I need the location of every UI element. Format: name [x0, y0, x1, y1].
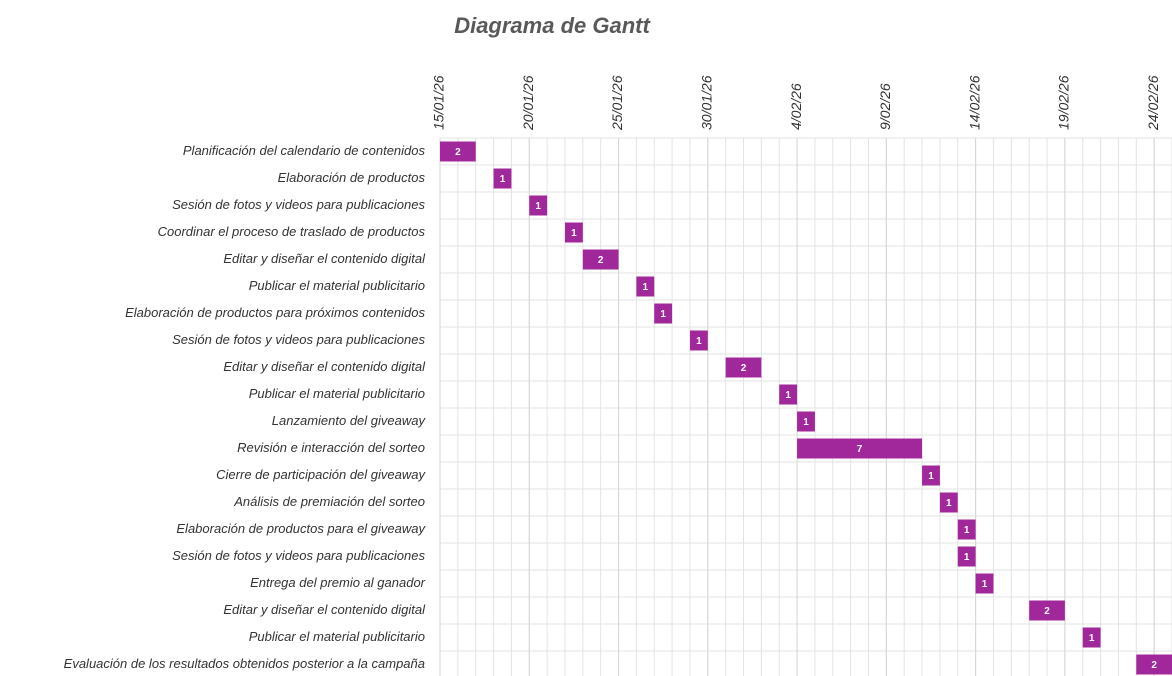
task-label: Elaboración de productos para próximos c…	[125, 305, 425, 320]
minor-grid	[439, 137, 1172, 676]
chart-title: Diagrama de Gantt	[454, 13, 651, 38]
task-bar	[725, 357, 762, 378]
task-label: Planificación del calendario de contenid…	[183, 143, 426, 158]
task-label: Lanzamiento del giveaway	[272, 413, 427, 428]
task-label: Evaluación de los resultados obtenidos p…	[64, 656, 425, 671]
bar-label: 1	[1089, 633, 1095, 644]
bar-label: 1	[500, 174, 506, 185]
bar-label: 1	[803, 417, 809, 428]
bar-label: 1	[785, 390, 791, 401]
bar-label: 2	[455, 147, 461, 158]
bar-label: 2	[741, 363, 747, 374]
task-bar	[1136, 654, 1172, 675]
task-label: Publicar el material publicitario	[249, 278, 425, 293]
task-label: Sesión de fotos y videos para publicacio…	[172, 548, 425, 563]
task-label: Elaboración de productos	[278, 170, 426, 185]
x-tick-label: 14/02/26	[966, 75, 982, 130]
x-tick-label: 24/02/26	[1145, 75, 1161, 131]
bar-label: 1	[535, 201, 541, 212]
bar-label: 1	[660, 309, 666, 320]
bar-label: 1	[643, 282, 649, 293]
task-bar	[529, 195, 548, 216]
bar-label: 1	[696, 336, 702, 347]
task-bar	[1082, 627, 1101, 648]
task-label: Sesión de fotos y videos para publicacio…	[172, 332, 425, 347]
task-bar	[939, 492, 958, 513]
task-bar	[957, 546, 976, 567]
bar-label: 1	[571, 228, 577, 239]
bar-label: 1	[946, 498, 952, 509]
task-bar	[922, 465, 940, 486]
task-bar	[564, 222, 583, 243]
task-bar	[957, 519, 976, 540]
task-bar	[797, 438, 923, 459]
bar-label: 2	[1151, 660, 1157, 671]
task-label: Elaboración de productos para el giveawa…	[176, 521, 426, 536]
task-bar	[654, 303, 673, 324]
task-bar	[493, 168, 512, 189]
x-tick-label: 4/02/26	[788, 83, 804, 130]
x-tick-label: 19/02/26	[1056, 75, 1072, 130]
task-label: Sesión de fotos y videos para publicacio…	[172, 197, 425, 212]
bar-label: 2	[598, 255, 604, 266]
task-bar	[975, 573, 994, 594]
x-tick-label: 30/01/26	[699, 75, 715, 130]
task-bar	[797, 411, 815, 432]
task-label: Editar y diseñar el contenido digital	[223, 359, 426, 374]
bar-label: 1	[982, 579, 988, 590]
task-label: Cierre de participación del giveaway	[216, 467, 426, 482]
task-label: Análisis de premiación del sorteo	[233, 494, 425, 509]
x-tick-label: 15/01/26	[431, 75, 447, 130]
bar-label: 1	[964, 552, 970, 563]
task-bar	[779, 384, 798, 405]
task-bar	[440, 141, 476, 162]
task-label: Publicar el material publicitario	[249, 386, 425, 401]
x-tick-label: 20/01/26	[520, 75, 536, 131]
x-tick-label: 25/01/26	[609, 75, 625, 131]
task-bar	[689, 330, 708, 351]
bar-label: 1	[928, 471, 934, 482]
task-label: Editar y diseñar el contenido digital	[223, 602, 426, 617]
task-label: Revisión e interacción del sorteo	[237, 440, 425, 455]
bar-label: 1	[964, 525, 970, 536]
task-label: Coordinar el proceso de traslado de prod…	[158, 224, 426, 239]
bar-label: 2	[1044, 606, 1050, 617]
task-label: Entrega del premio al ganador	[250, 575, 426, 590]
task-bar	[636, 276, 655, 297]
x-tick-label: 9/02/26	[877, 83, 893, 130]
bar-label: 7	[857, 444, 863, 455]
task-bar	[582, 249, 619, 270]
task-bar	[1029, 600, 1065, 621]
task-label: Publicar el material publicitario	[249, 629, 425, 644]
task-label: Editar y diseñar el contenido digital	[223, 251, 426, 266]
